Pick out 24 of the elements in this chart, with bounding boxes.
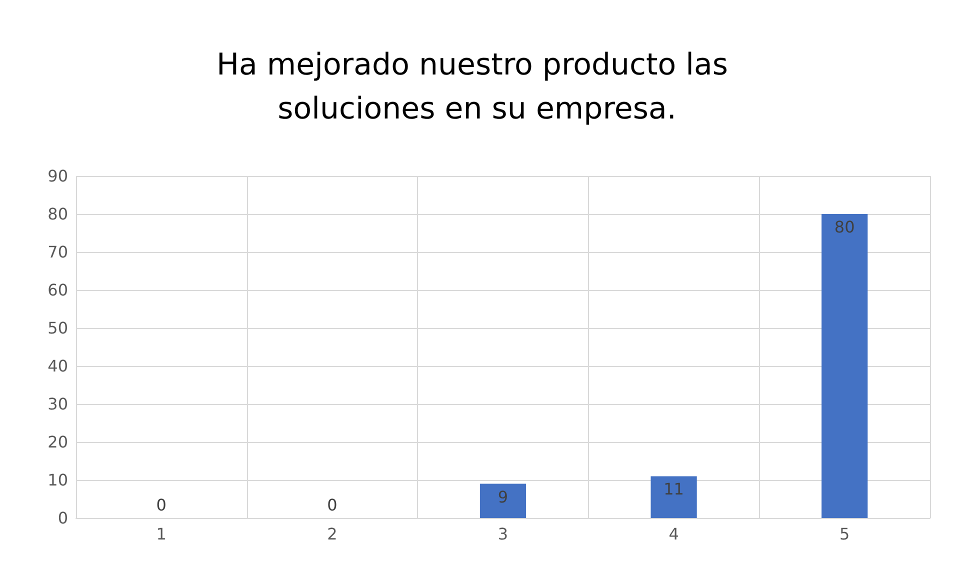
- x-tick-label: 3: [498, 524, 508, 544]
- data-label: 9: [498, 487, 508, 506]
- data-label: 11: [664, 480, 684, 499]
- y-tick-label: 30: [48, 394, 68, 414]
- y-tick-label: 40: [48, 356, 68, 376]
- y-tick-label: 0: [58, 508, 68, 528]
- chart-title: Ha mejorado nuestro producto las soluciones en su empresa.: [216, 48, 738, 126]
- bar: [650, 476, 697, 518]
- y-tick-label: 70: [48, 242, 68, 262]
- x-tick-label: 1: [156, 524, 166, 544]
- y-tick-label: 50: [48, 318, 68, 338]
- y-tick-label: 60: [48, 280, 68, 300]
- x-tick-label: 2: [327, 524, 338, 544]
- x-tick-label: 5: [840, 524, 850, 544]
- data-label: 80: [834, 218, 855, 236]
- y-tick-label: 90: [48, 166, 68, 186]
- y-tick-label: 20: [48, 432, 68, 452]
- y-tick-label: 10: [48, 470, 68, 490]
- bar: [822, 214, 868, 518]
- data-label: 0: [327, 496, 338, 514]
- data-label: 0: [156, 496, 166, 514]
- y-tick-label: 80: [48, 204, 68, 224]
- x-tick-label: 4: [668, 524, 679, 544]
- bar: [480, 484, 526, 518]
